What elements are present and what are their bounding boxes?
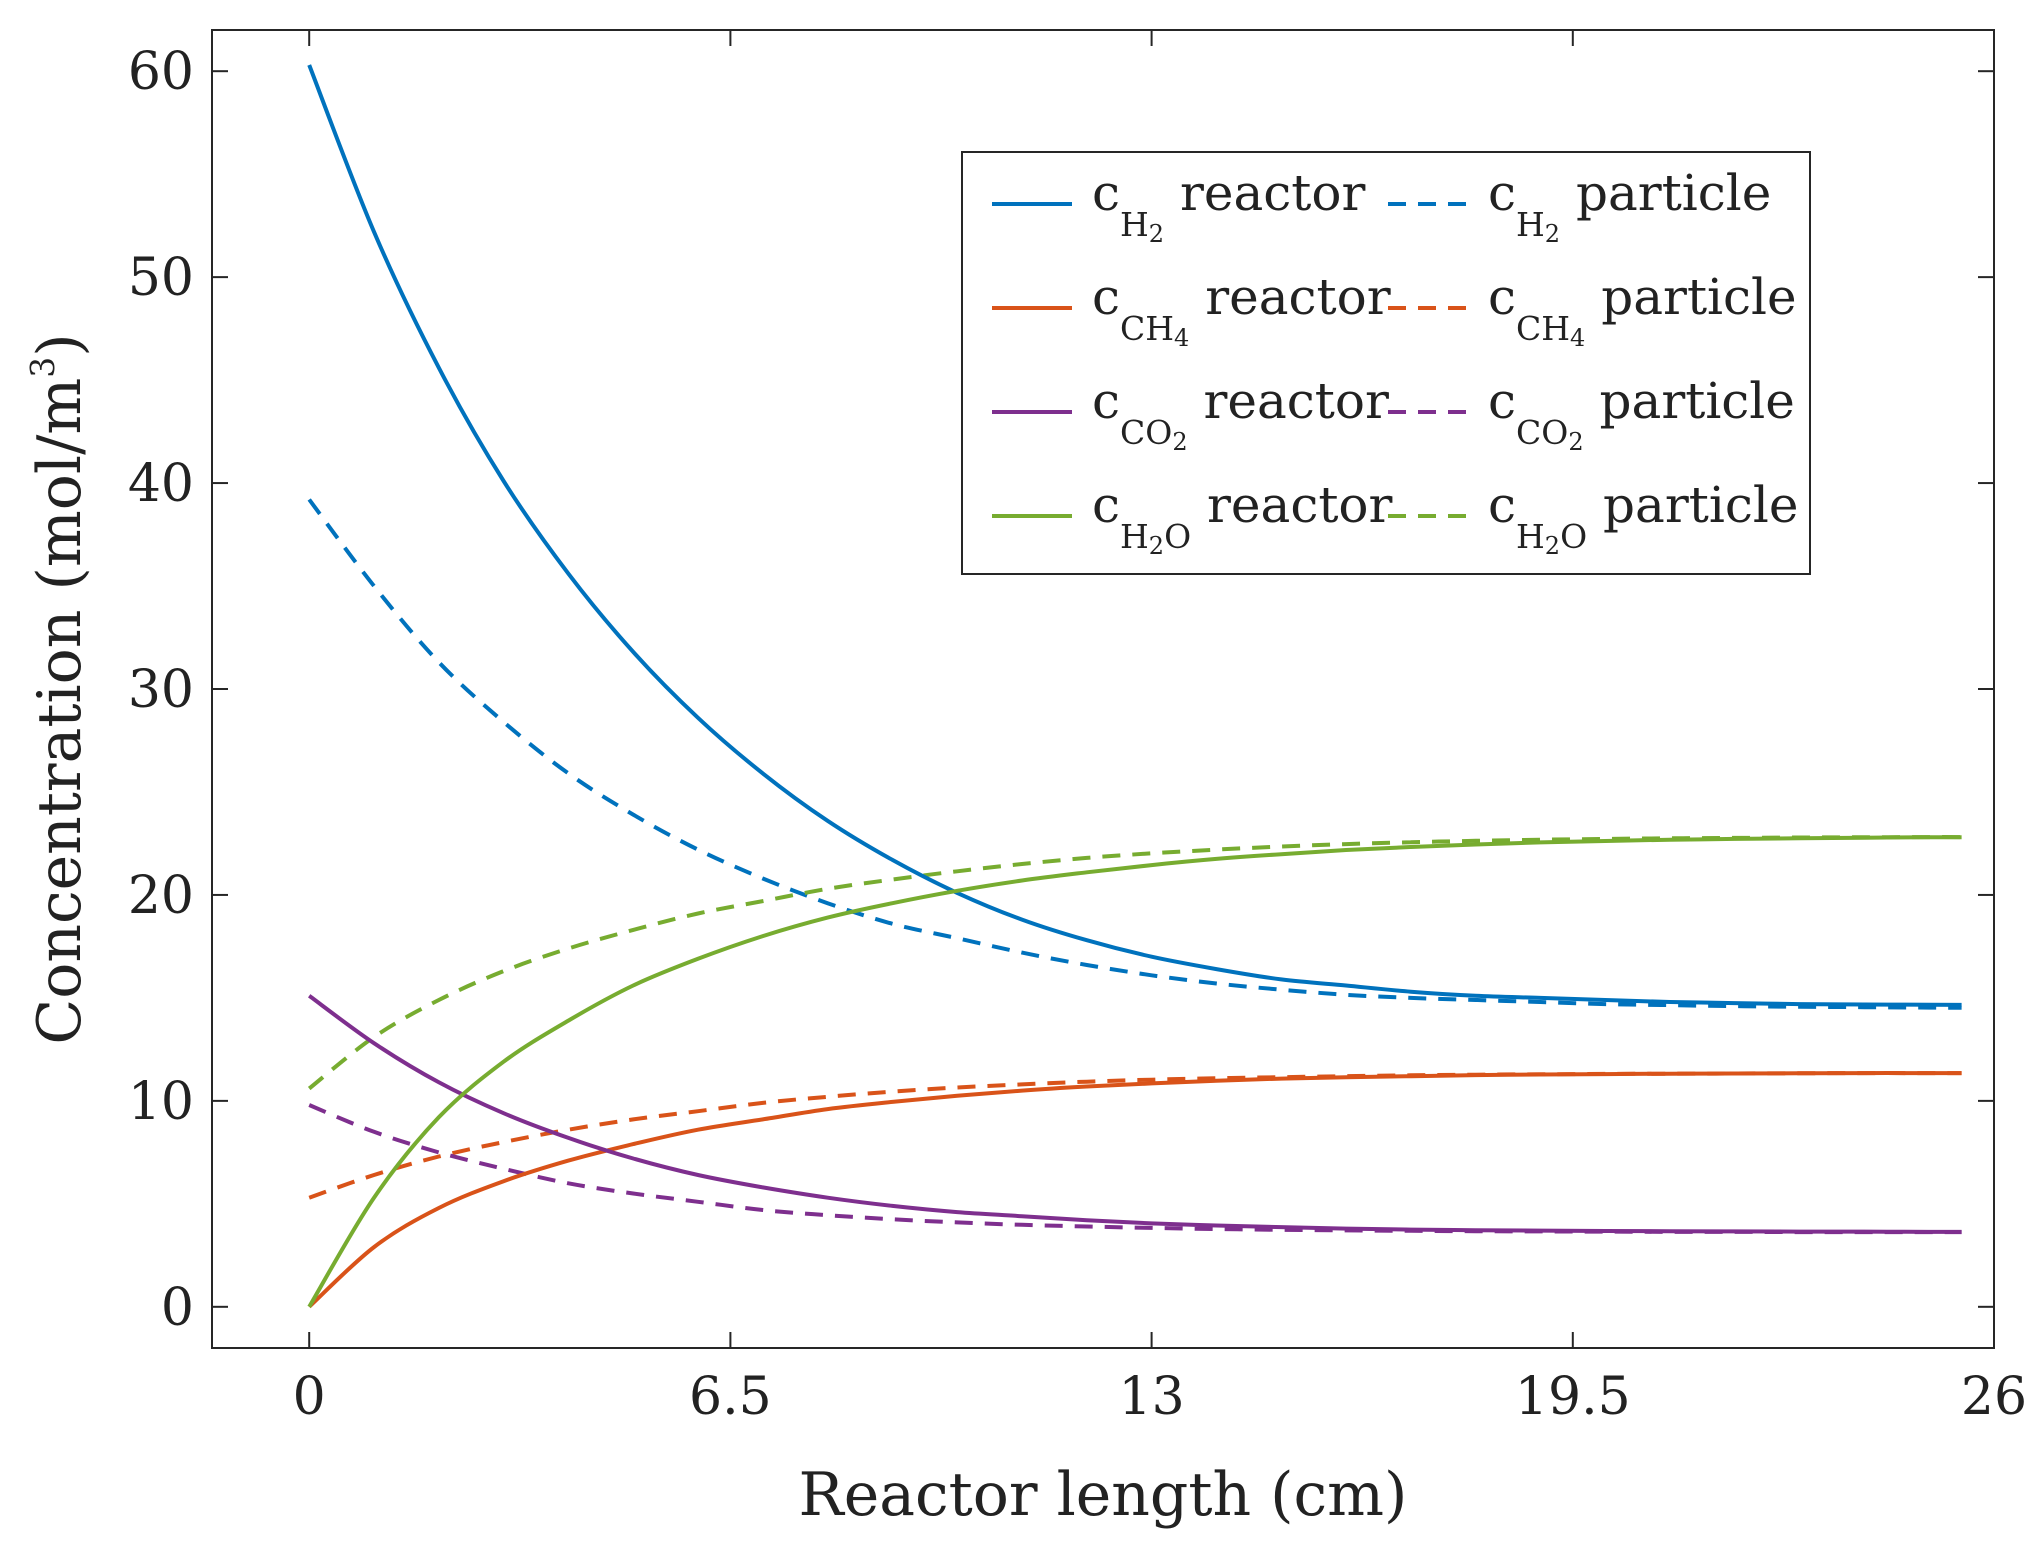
- legend-entry-label: cH2 reactor: [1092, 164, 1365, 248]
- legend-entry-label: cCO2 reactor: [1092, 372, 1389, 456]
- series-line-ch2o-reactor: [307, 835, 1962, 1308]
- series-line-cco2-reactor: [308, 994, 1962, 1234]
- x-axis-label: Reactor length (cm): [799, 1460, 1408, 1530]
- y-tick-label: 50: [128, 248, 194, 308]
- series-line-cch4-reactor: [307, 1071, 1962, 1309]
- y-tick-label: 20: [128, 866, 194, 926]
- y-tick-label: 60: [128, 42, 194, 102]
- legend-entry-label: cCO2 particle: [1488, 372, 1795, 456]
- y-axis-label: Concentration (mol/m3): [23, 333, 95, 1044]
- y-tick-label: 0: [161, 1278, 194, 1338]
- x-tick-label: 6.5: [689, 1367, 772, 1427]
- y-tick-label: 10: [128, 1072, 194, 1132]
- legend-entry-label: cCH4 reactor: [1092, 268, 1391, 352]
- legend-entries: cH2 reactor cH2 particle cCH4 reactor cCH4 …: [992, 164, 1798, 560]
- x-tick-label: 26: [1961, 1367, 2027, 1427]
- series-line-ch2-particle: [307, 498, 1962, 1010]
- y-tick-label: 40: [128, 454, 194, 514]
- axis-ticks: 0 6.5 13 19.5 26 0 10 20 30 40 50 60: [128, 30, 2027, 1427]
- legend: cH2 reactor cH2 particle cCH4 reactor cCH4 …: [961, 151, 1811, 575]
- legend-box: [961, 151, 1811, 575]
- legend-entry-label: cH2 particle: [1488, 164, 1771, 248]
- x-tick-label: 13: [1119, 1367, 1185, 1427]
- series-layer: [307, 64, 1962, 1309]
- y-tick-label: 30: [128, 660, 194, 720]
- legend-entry-label: cH2O reactor: [1092, 476, 1393, 560]
- x-tick-label: 0: [293, 1367, 326, 1427]
- series-line-ch2-reactor: [307, 64, 1962, 1007]
- legend-entry-label: cH2O particle: [1488, 476, 1798, 560]
- legend-entry-label: cCH4 particle: [1488, 268, 1797, 352]
- x-tick-label: 19.5: [1515, 1367, 1631, 1427]
